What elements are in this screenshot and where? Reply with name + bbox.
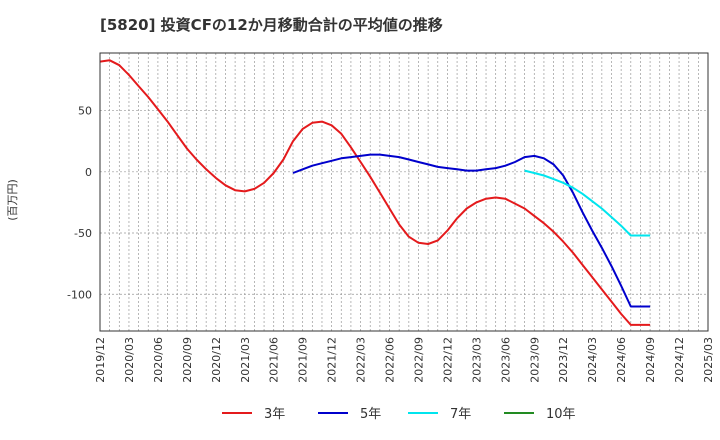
x-tick-label: 2025/03 [702,337,715,383]
legend-label: 10年 [546,407,576,422]
x-tick-label: 2022/09 [412,337,425,383]
legend-label: 5年 [360,407,381,422]
x-tick-label: 2024/06 [615,337,628,383]
x-tick-label: 2021/06 [268,337,281,383]
y-tick-label: -50 [74,227,92,240]
legend: 3年 5年 7年 10年 [222,407,576,422]
x-tick-label: 2020/06 [152,337,165,383]
x-tick-label: 2021/03 [239,337,252,383]
x-tick-label: 2022/12 [441,337,454,383]
legend-label: 7年 [450,407,471,422]
x-tick-label: 2023/09 [528,337,541,383]
x-tick-label: 2024/12 [673,337,686,383]
x-ticks: 2019/12 2020/03 2020/06 2020/09 2020/12 2021/… [94,337,715,383]
x-tick-label: 2020/09 [181,337,194,383]
x-tick-label: 2021/09 [297,337,310,383]
y-ticks: 50 0 -50 -100 [67,105,92,302]
chart-title: [5820] 投資CFの12か月移動合計の平均値の推移 [100,16,443,34]
x-tick-label: 2024/09 [644,337,657,383]
y-tick-label: 50 [78,105,92,118]
legend-label: 3年 [264,407,285,422]
x-tick-label: 2022/03 [355,337,368,383]
x-tick-label: 2022/06 [384,337,397,383]
series-line [292,153,651,308]
x-tick-label: 2023/03 [470,337,483,383]
series-line [524,169,651,237]
x-tick-label: 2021/12 [326,337,339,383]
x-tick-label: 2020/12 [210,337,223,383]
y-tick-label: 0 [85,166,92,179]
x-tick-label: 2019/12 [94,337,107,383]
x-tick-label: 2020/03 [123,337,136,383]
x-tick-label: 2024/03 [586,337,599,383]
x-tick-label: 2023/06 [499,337,512,383]
plot-frame [99,52,709,332]
y-axis-label: (百万円) [6,179,19,221]
y-tick-label: -100 [67,288,92,301]
series-lines [99,59,651,326]
series-line [99,59,651,326]
x-tick-label: 2023/12 [557,337,570,383]
grid [99,53,709,331]
